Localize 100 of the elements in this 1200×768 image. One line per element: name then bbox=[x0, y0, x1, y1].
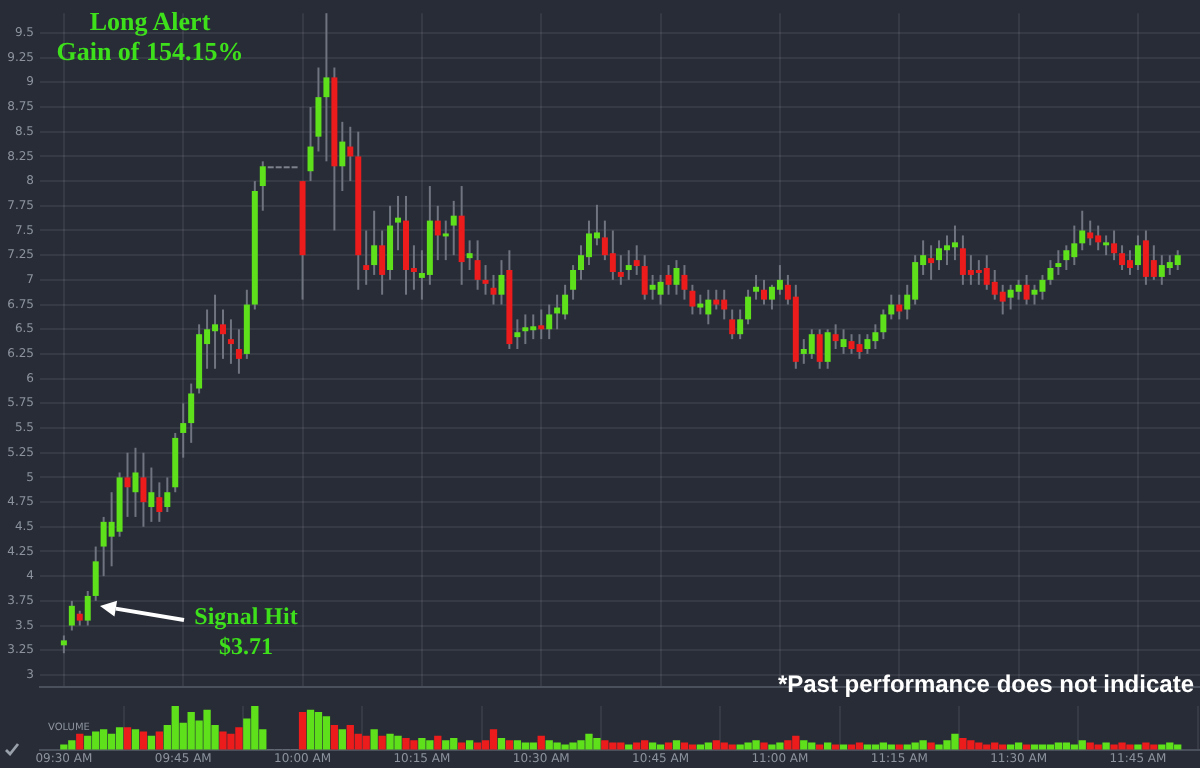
bar bbox=[418, 738, 426, 750]
bar bbox=[314, 711, 323, 750]
bar bbox=[1166, 742, 1174, 750]
bar bbox=[943, 740, 951, 750]
bar bbox=[927, 742, 935, 750]
bar bbox=[641, 740, 649, 750]
bar bbox=[752, 740, 760, 750]
bar bbox=[139, 731, 148, 750]
bar bbox=[959, 738, 967, 750]
bar bbox=[346, 724, 354, 750]
bar bbox=[402, 738, 410, 750]
bar bbox=[322, 716, 331, 750]
bar bbox=[521, 742, 529, 750]
bar bbox=[394, 735, 402, 750]
bar bbox=[545, 740, 553, 750]
bar bbox=[187, 711, 195, 750]
bar bbox=[84, 735, 92, 750]
bar bbox=[879, 742, 888, 750]
bar bbox=[450, 738, 458, 750]
bar bbox=[609, 742, 617, 750]
bar bbox=[147, 735, 156, 750]
bar bbox=[76, 733, 84, 750]
bar bbox=[760, 742, 768, 750]
bar bbox=[553, 742, 561, 750]
bar bbox=[99, 729, 108, 750]
bar bbox=[1054, 742, 1063, 750]
bar bbox=[473, 742, 482, 750]
bar bbox=[426, 740, 434, 750]
bar bbox=[704, 742, 712, 750]
bar bbox=[410, 740, 418, 750]
bar bbox=[458, 742, 466, 750]
bar bbox=[489, 729, 498, 750]
bar bbox=[155, 731, 163, 750]
bar bbox=[330, 724, 339, 750]
bar bbox=[784, 740, 792, 750]
bar bbox=[442, 740, 450, 750]
bar bbox=[991, 742, 999, 750]
candlestick bbox=[442, 220, 449, 261]
annotation: *Past performance does not indicate bbox=[777, 670, 1194, 698]
bar bbox=[1142, 742, 1150, 750]
bar bbox=[434, 735, 442, 750]
bar bbox=[1118, 742, 1126, 750]
bar bbox=[203, 709, 211, 750]
bar bbox=[123, 727, 132, 750]
bar bbox=[967, 740, 975, 750]
bar bbox=[529, 742, 537, 750]
bar bbox=[378, 735, 386, 750]
bar bbox=[338, 729, 346, 750]
bar bbox=[975, 742, 983, 750]
bar bbox=[792, 735, 800, 750]
bar bbox=[306, 709, 315, 750]
bar bbox=[115, 727, 124, 750]
bar bbox=[465, 740, 474, 750]
bar bbox=[951, 733, 959, 750]
bar bbox=[648, 742, 657, 750]
bar bbox=[633, 742, 641, 750]
bar bbox=[1078, 740, 1086, 750]
bar bbox=[386, 733, 394, 750]
bar bbox=[919, 740, 927, 750]
bar bbox=[720, 742, 728, 750]
bar bbox=[505, 740, 514, 750]
bar bbox=[131, 729, 140, 750]
bar bbox=[593, 738, 601, 750]
bar bbox=[251, 706, 259, 750]
bar bbox=[1102, 742, 1110, 750]
bar bbox=[808, 742, 816, 750]
bar bbox=[617, 742, 625, 750]
bar bbox=[68, 740, 76, 750]
bar bbox=[1014, 742, 1023, 750]
bar bbox=[219, 731, 227, 750]
bar bbox=[569, 742, 577, 750]
candlestick bbox=[212, 294, 219, 369]
bar bbox=[235, 727, 243, 750]
bar bbox=[298, 711, 307, 750]
annotation: Signal Hit $3.71 bbox=[192, 602, 300, 662]
text: Gain of 154.15% bbox=[56, 36, 244, 66]
bar bbox=[672, 740, 681, 750]
bar bbox=[585, 733, 593, 750]
bar bbox=[855, 742, 864, 750]
bar bbox=[1086, 742, 1094, 750]
bar bbox=[370, 729, 378, 750]
bar bbox=[823, 742, 832, 750]
bar bbox=[227, 733, 235, 750]
bar bbox=[744, 742, 752, 750]
bar bbox=[601, 740, 609, 750]
bar bbox=[577, 740, 585, 750]
bar bbox=[497, 738, 506, 750]
candlestick bbox=[227, 319, 234, 364]
bar bbox=[537, 735, 545, 750]
candlestick bbox=[975, 260, 982, 285]
chart-title: Long Alert bbox=[89, 6, 211, 36]
bar bbox=[680, 742, 689, 750]
bar bbox=[362, 735, 370, 750]
bar bbox=[712, 740, 720, 750]
bar bbox=[92, 731, 100, 750]
bar bbox=[800, 740, 808, 750]
candlestick bbox=[395, 195, 402, 251]
bar bbox=[354, 733, 362, 750]
bar bbox=[171, 706, 179, 750]
bar bbox=[911, 742, 919, 750]
